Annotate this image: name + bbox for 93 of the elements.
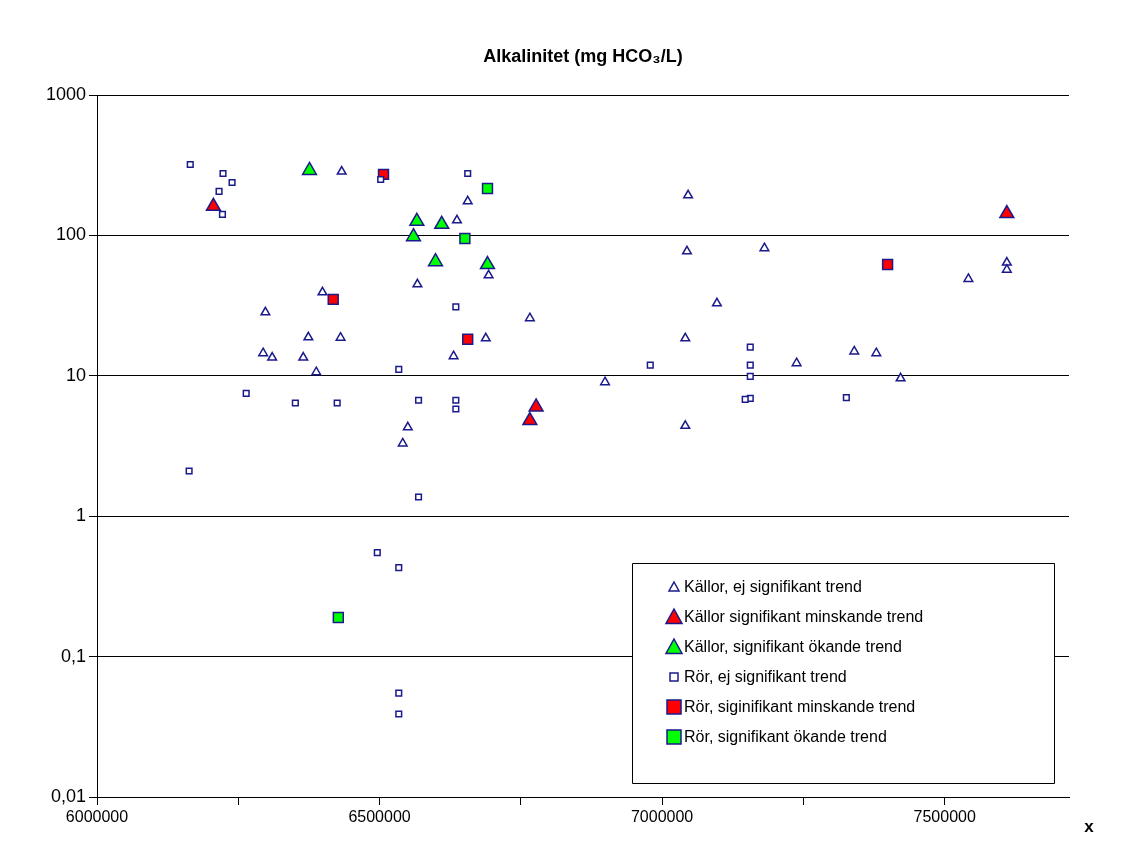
- point: [242, 389, 250, 397]
- point: [377, 175, 385, 184]
- point: [479, 255, 496, 270]
- point: [871, 347, 882, 357]
- legend-label: Källor, ej signifikant trend: [684, 578, 862, 596]
- x-axis-title: x: [1084, 816, 1095, 836]
- point: [451, 214, 463, 224]
- point: [186, 160, 194, 169]
- point: [528, 398, 544, 412]
- point: [395, 564, 403, 572]
- point: [267, 351, 278, 361]
- y-tick-label: 1000: [45, 83, 86, 104]
- point: [298, 351, 309, 361]
- point: [681, 245, 693, 255]
- point: [395, 689, 403, 697]
- point: [1001, 256, 1012, 266]
- point: [599, 376, 611, 386]
- point: [260, 306, 271, 316]
- point: [405, 227, 422, 242]
- point: [462, 333, 474, 345]
- point: [483, 269, 494, 279]
- legend-label: Källor signifikant minskande trend: [684, 608, 924, 626]
- point: [963, 273, 974, 283]
- point: [881, 258, 894, 271]
- y-tick-label: 0,01: [50, 785, 86, 806]
- y-tick-label: 100: [55, 224, 86, 245]
- point: [741, 395, 749, 403]
- point: [414, 493, 423, 501]
- point: [412, 278, 423, 288]
- point: [448, 350, 459, 360]
- point: [414, 396, 423, 404]
- y-tick-label: 10: [65, 364, 86, 385]
- point: [301, 161, 318, 176]
- x-tick-label: 7500000: [913, 808, 976, 826]
- point: [895, 372, 906, 382]
- point: [335, 331, 346, 341]
- point: [481, 182, 494, 195]
- point: [759, 242, 770, 252]
- point: [434, 215, 450, 230]
- point: [522, 411, 538, 426]
- point: [373, 549, 381, 557]
- point: [999, 204, 1015, 219]
- point: [327, 293, 339, 306]
- point: [332, 611, 344, 624]
- point: [452, 303, 460, 311]
- chart-title: Alkalinitet (mg HCO₃/L): [483, 45, 683, 66]
- point: [336, 165, 347, 175]
- legend-label: Rör, ej signifikant trend: [684, 668, 847, 686]
- point: [215, 187, 223, 195]
- point: [452, 405, 460, 413]
- point: [218, 210, 227, 219]
- point: [646, 361, 654, 369]
- point: [333, 399, 341, 407]
- point: [395, 710, 403, 718]
- point: [427, 252, 444, 267]
- point: [680, 420, 691, 430]
- point: [452, 396, 460, 404]
- point: [185, 467, 193, 475]
- point: [205, 197, 222, 212]
- point: [842, 393, 850, 402]
- point: [1001, 263, 1012, 273]
- legend-label: Källor, signifikant ökande trend: [684, 638, 902, 656]
- point: [409, 212, 425, 227]
- x-tick-label: 6000000: [65, 808, 129, 826]
- point: [228, 178, 236, 187]
- point: [459, 232, 471, 245]
- point: [480, 332, 491, 342]
- y-tick-label: 0,1: [60, 645, 86, 666]
- point: [311, 366, 322, 376]
- point: [746, 372, 754, 380]
- point: [746, 343, 754, 351]
- point: [258, 347, 269, 357]
- point: [680, 332, 691, 342]
- point: [462, 195, 473, 205]
- point: [395, 365, 403, 374]
- y-tick-label: 1: [75, 505, 86, 526]
- point: [291, 399, 299, 407]
- point: [402, 421, 413, 431]
- point: [791, 357, 802, 367]
- point: [397, 437, 408, 447]
- point: [711, 297, 723, 307]
- x-tick-label: 6500000: [348, 808, 411, 826]
- point: [746, 361, 754, 369]
- point: [849, 345, 860, 355]
- point: [464, 169, 472, 178]
- point: [303, 331, 314, 341]
- legend-label: Rör, siginifikant minskande trend: [684, 698, 916, 716]
- point: [683, 189, 694, 199]
- x-tick-label: 7000000: [630, 808, 694, 826]
- legend-label: Rör, signifikant ökande trend: [684, 728, 887, 746]
- point: [524, 312, 535, 322]
- point: [317, 286, 328, 296]
- point: [219, 169, 227, 178]
